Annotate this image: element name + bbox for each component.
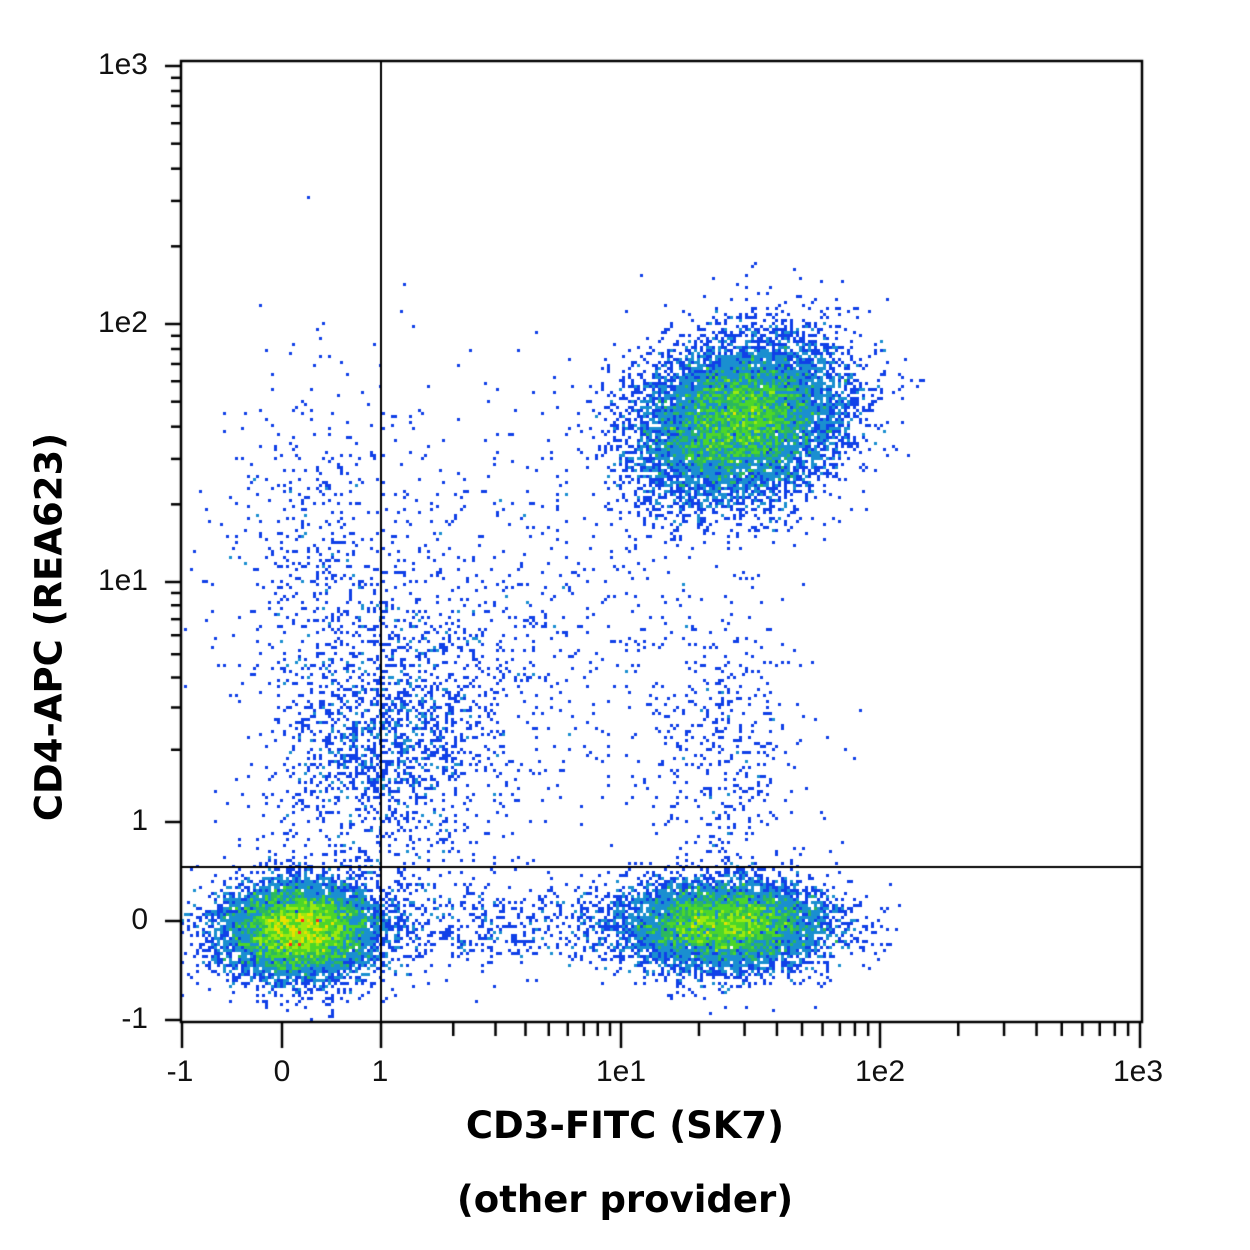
y-tick-label-1e1: 1e1	[97, 564, 148, 597]
y-axis-title: CD4-APC (REA623)	[27, 432, 71, 822]
y-tick-label-0: 0	[131, 903, 148, 936]
x-tick-label-1e3: 1e3	[1112, 1055, 1164, 1088]
x-axis-title: CD3-FITC (SK7)	[465, 1104, 785, 1147]
x-tick-label-1e1: 1e1	[595, 1055, 647, 1088]
y-tick-label-1e3: 1e3	[97, 48, 148, 81]
x-axis-subtitle: (other provider)	[456, 1178, 794, 1221]
y-tick-label-minus1: -1	[121, 1002, 148, 1035]
x-tick-label-1: 1	[371, 1055, 389, 1088]
y-tick-label-1: 1	[131, 804, 148, 837]
x-tick-label-0: 0	[273, 1055, 291, 1088]
x-tick-label-1e2: 1e2	[854, 1055, 906, 1088]
x-tick-label-minus1: -1	[166, 1055, 194, 1088]
y-tick-label-1e2: 1e2	[97, 306, 148, 339]
